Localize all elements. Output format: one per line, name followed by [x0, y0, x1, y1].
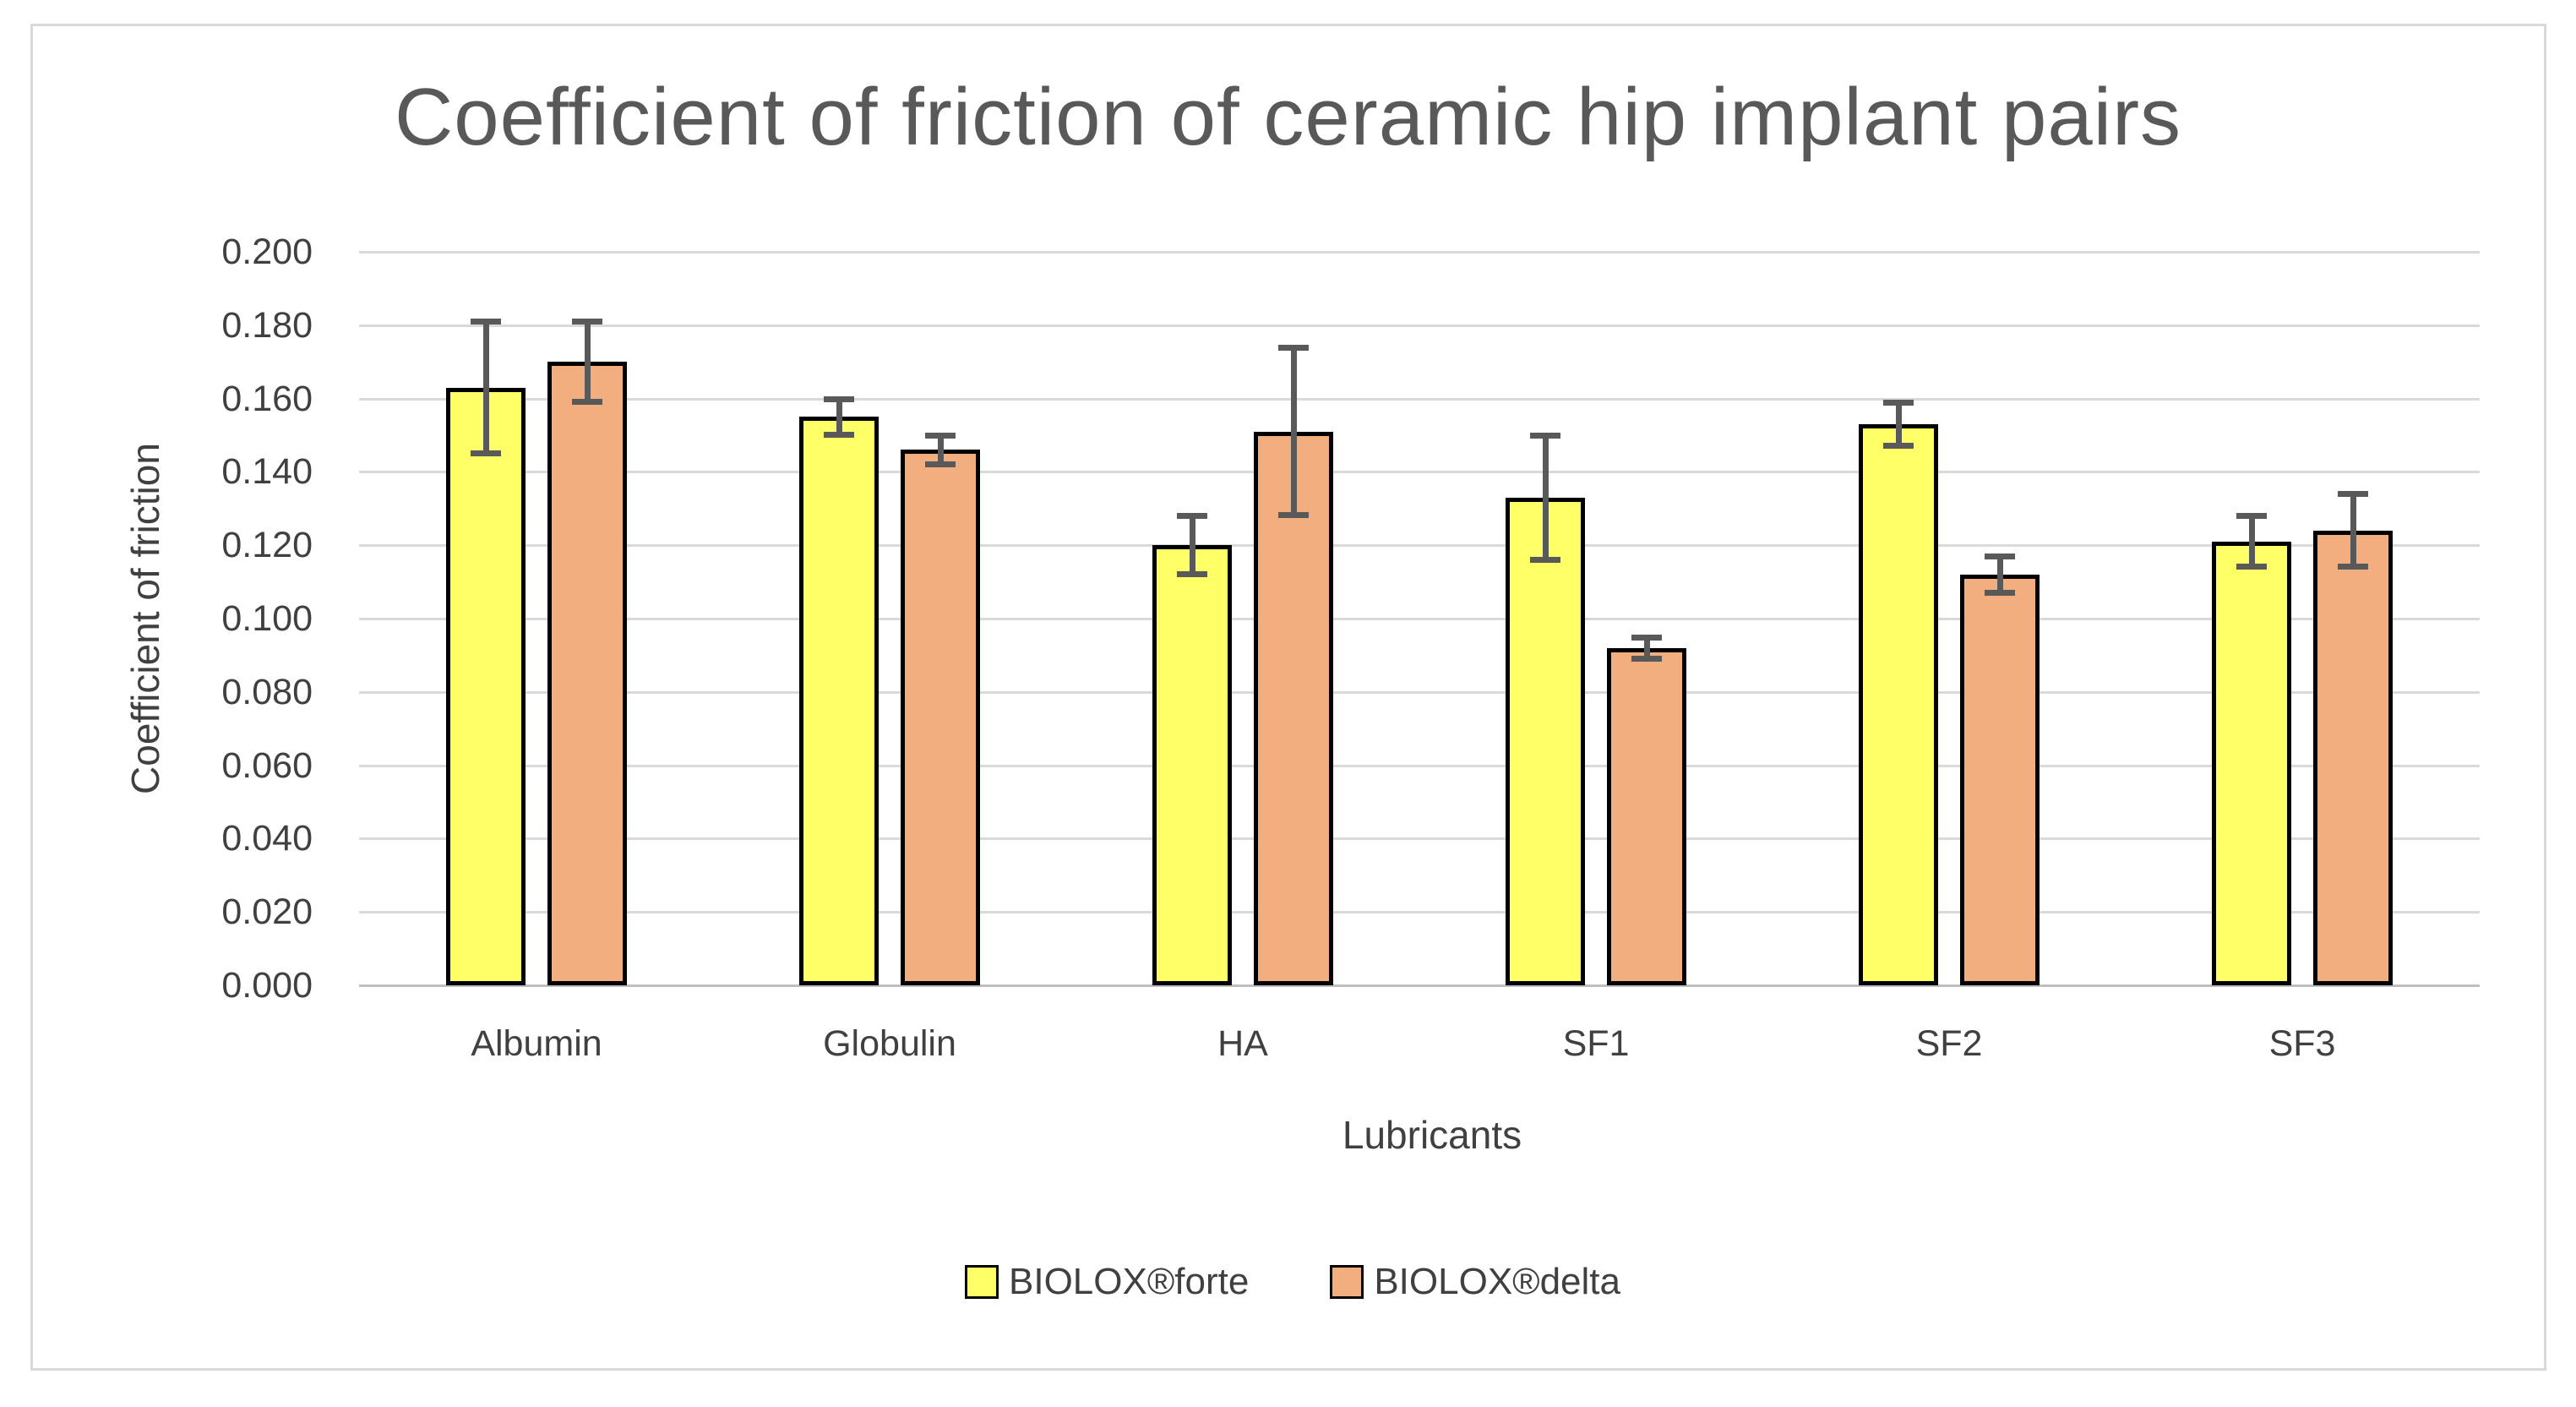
- bar-ha-biolox-delta: [1254, 431, 1333, 985]
- bar-globulin-biolox-delta: [901, 450, 980, 985]
- error-bar-ha-biolox-forte: [1189, 515, 1195, 575]
- gridline: [359, 397, 2480, 401]
- y-axis-tick-label: 0.140: [221, 451, 313, 493]
- gridline: [359, 471, 2480, 474]
- y-axis-tick-label: 0.100: [221, 598, 313, 639]
- bar-sf1-biolox-forte: [1506, 497, 1585, 985]
- error-bar-cap-bottom: [925, 461, 956, 467]
- gridline: [359, 911, 2480, 914]
- legend-swatch-biolox-forte: [965, 1265, 999, 1299]
- bar-sf3-biolox-delta: [2313, 530, 2393, 985]
- x-axis-title: Lubricants: [1342, 1113, 1522, 1157]
- error-bar-cap-top: [2338, 491, 2368, 498]
- error-bar-albumin-biolox-delta: [584, 321, 591, 402]
- error-bar-cap-bottom: [572, 398, 602, 405]
- legend-label-biolox-forte: BIOLOX®forte: [1009, 1261, 1250, 1302]
- y-axis-tick-label: 0.200: [221, 232, 313, 272]
- error-bar-cap-bottom: [471, 450, 501, 456]
- error-bar-cap-bottom: [1278, 512, 1309, 519]
- error-bar-cap-top: [471, 319, 501, 325]
- error-bar-sf1-biolox-delta: [1643, 636, 1650, 659]
- x-axis-baseline: [359, 984, 2480, 987]
- gridline: [359, 324, 2480, 327]
- legend-label-biolox-delta: BIOLOX®delta: [1374, 1261, 1620, 1302]
- gridline: [359, 837, 2480, 841]
- y-axis-tick-label: 0.000: [221, 965, 313, 1006]
- x-axis-category-label-albumin: Albumin: [471, 1023, 602, 1064]
- y-axis-tick-label: 0.080: [221, 671, 313, 712]
- error-bar-cap-top: [572, 319, 602, 325]
- error-bar-cap-top: [824, 395, 854, 402]
- error-bar-cap-top: [1177, 513, 1207, 520]
- error-bar-sf2-biolox-delta: [1996, 556, 2003, 593]
- legend-swatch-biolox-delta: [1330, 1265, 1364, 1299]
- bar-sf2-biolox-delta: [1960, 574, 2040, 985]
- figure-border: [30, 24, 2546, 1371]
- y-axis-tick-label: 0.120: [221, 525, 313, 566]
- x-axis-category-label-globulin: Globulin: [823, 1023, 956, 1064]
- x-axis-category-label-sf1: SF1: [1562, 1023, 1630, 1064]
- legend: BIOLOX®forte BIOLOX®delta: [965, 1261, 1620, 1303]
- y-axis-tick-label: 0.180: [221, 304, 313, 346]
- gridline: [359, 618, 2480, 620]
- x-axis-category-label-ha: HA: [1217, 1023, 1268, 1064]
- legend-item-biolox-delta: BIOLOX®delta: [1330, 1261, 1620, 1303]
- x-axis-category-label-sf2: SF2: [1915, 1023, 1983, 1064]
- error-bar-cap-bottom: [824, 432, 854, 438]
- y-axis-tick-label: 0.060: [221, 744, 313, 786]
- error-bar-globulin-biolox-delta: [937, 435, 944, 465]
- error-bar-cap-top: [2236, 513, 2267, 520]
- legend-item-biolox-forte: BIOLOX®forte: [965, 1261, 1249, 1303]
- error-bar-sf2-biolox-forte: [1895, 401, 1902, 447]
- error-bar-cap-bottom: [1883, 443, 1914, 450]
- x-axis-category-label-sf3: SF3: [2268, 1023, 2336, 1064]
- error-bar-cap-top: [1278, 344, 1309, 351]
- gridline: [359, 764, 2480, 767]
- gridline: [359, 690, 2480, 694]
- gridline: [359, 544, 2480, 548]
- error-bar-cap-top: [925, 433, 956, 439]
- bar-ha-biolox-forte: [1152, 545, 1232, 985]
- error-bar-sf3-biolox-delta: [2350, 494, 2356, 568]
- error-bar-cap-top: [1883, 399, 1914, 406]
- error-bar-cap-bottom: [2236, 564, 2267, 570]
- error-bar-globulin-biolox-forte: [836, 398, 842, 435]
- error-bar-cap-bottom: [2338, 564, 2368, 570]
- error-bar-sf3-biolox-forte: [2248, 515, 2255, 568]
- error-bar-cap-bottom: [1985, 589, 2015, 596]
- chart-title: Coefficient of friction of ceramic hip i…: [394, 72, 2182, 162]
- bar-globulin-biolox-forte: [799, 417, 879, 985]
- gridline: [359, 251, 2480, 254]
- bar-albumin-biolox-forte: [446, 387, 526, 985]
- error-bar-cap-top: [1985, 554, 2015, 560]
- error-bar-ha-biolox-delta: [1290, 346, 1297, 516]
- bar-sf2-biolox-forte: [1859, 423, 1938, 985]
- y-axis-tick-label: 0.040: [221, 818, 313, 859]
- error-bar-cap-bottom: [1177, 570, 1207, 577]
- bar-sf3-biolox-forte: [2212, 541, 2291, 985]
- error-bar-albumin-biolox-forte: [482, 321, 489, 454]
- bar-sf1-biolox-delta: [1607, 647, 1686, 985]
- y-axis-tick-label: 0.020: [221, 892, 313, 933]
- error-bar-cap-bottom: [1631, 655, 1662, 662]
- error-bar-sf1-biolox-forte: [1542, 435, 1549, 560]
- error-bar-cap-top: [1631, 634, 1662, 641]
- error-bar-cap-top: [1530, 433, 1560, 439]
- error-bar-cap-bottom: [1530, 556, 1560, 563]
- bar-albumin-biolox-delta: [547, 362, 627, 985]
- y-axis-tick-label: 0.160: [221, 378, 313, 419]
